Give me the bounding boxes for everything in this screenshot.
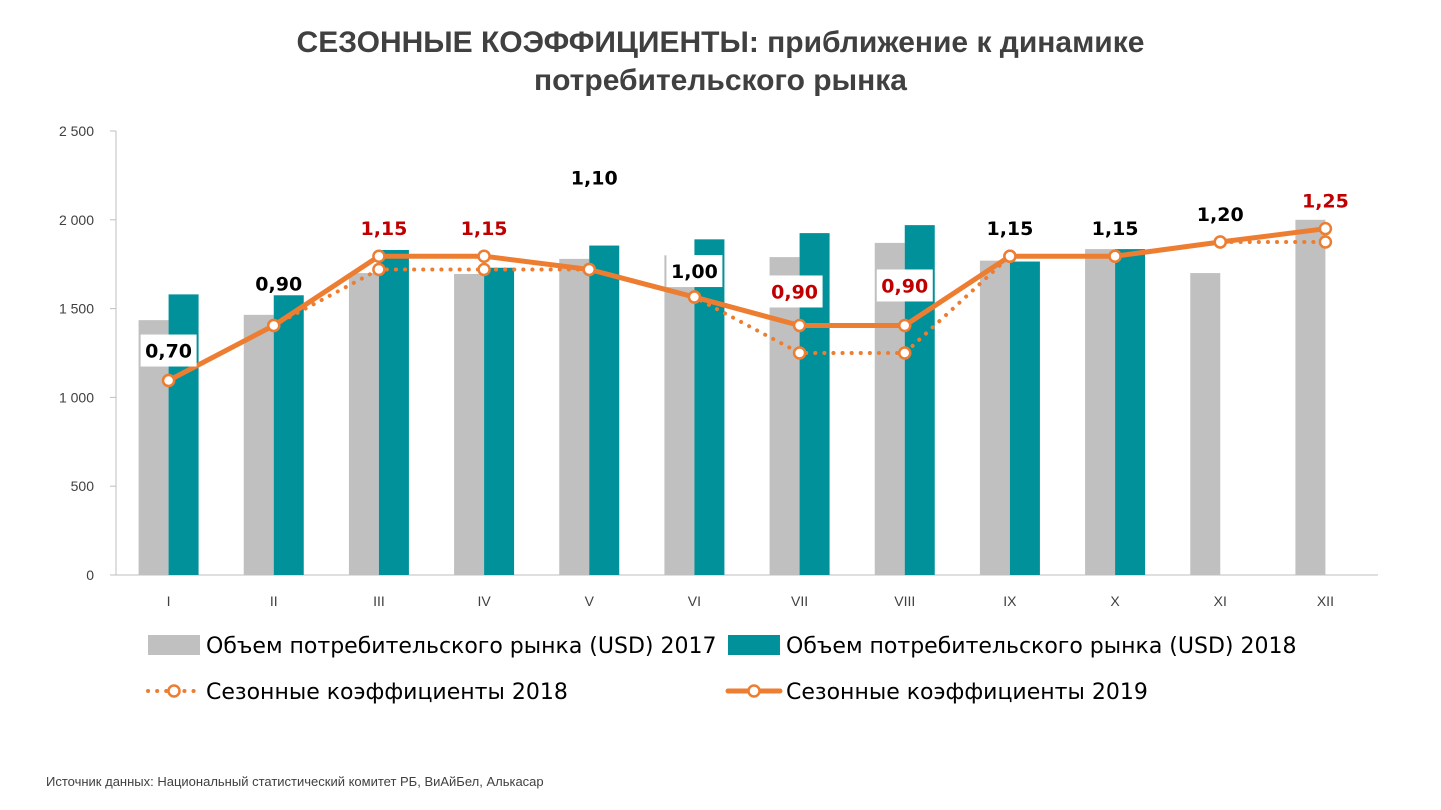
point-coef-2019 (582, 262, 596, 277)
chart-title-line-1: СЕЗОННЫЕ КОЭФФИЦИЕНТЫ: приближение к дин… (296, 26, 1145, 59)
data-label-box (666, 255, 723, 288)
point-coef-2019 (161, 373, 176, 388)
data-label: 1,25 (1302, 191, 1349, 213)
legend-marker (747, 684, 761, 698)
x-tick-label: XII (1317, 593, 1334, 609)
bar-2017 (243, 314, 274, 575)
point-coef-2019 (477, 249, 491, 263)
y-tick-label: 0 (86, 567, 94, 583)
legend-label: Сезонные коэффициенты 2019 (786, 680, 1148, 705)
chart-title: СЕЗОННЫЕ КОЭФФИЦИЕНТЫ: приближение к дин… (0, 24, 1441, 100)
bar-2018 (484, 267, 515, 575)
point-coef-2019 (1213, 235, 1227, 249)
bar-2017 (1295, 219, 1326, 576)
point-coef-2019 (372, 249, 386, 263)
bar-2017 (454, 273, 485, 575)
x-tick-label: VI (688, 593, 701, 609)
legend-label: Сезонные коэффициенты 2018 (206, 680, 568, 705)
bar-2018 (589, 245, 620, 575)
data-label: 1,15 (461, 218, 508, 240)
legend-label: Объем потребительского рынка (USD) 2017 (206, 634, 716, 659)
y-tick-label: 2 000 (59, 212, 94, 228)
data-label: 1,15 (1092, 218, 1139, 240)
data-label: 1,00 (671, 261, 718, 283)
data-label: 0,90 (255, 273, 302, 295)
y-tick-label: 2 500 (59, 123, 94, 139)
bar-2018 (273, 295, 304, 575)
data-label-box (140, 334, 197, 367)
bar-2017 (979, 260, 1010, 575)
data-label-box (876, 269, 933, 302)
point-coef-2018 (898, 346, 912, 360)
point-coef-2018 (792, 346, 807, 360)
bar-2017 (348, 273, 379, 575)
point-coef-2018 (1318, 235, 1333, 249)
chart-lines (161, 221, 1333, 388)
data-label: 1,20 (1197, 204, 1244, 226)
y-tick-label: 500 (71, 478, 95, 494)
x-tick-label: XI (1214, 593, 1227, 609)
point-coef-2019 (898, 318, 912, 333)
data-label: 0,70 (145, 341, 192, 363)
bar-2017 (664, 255, 695, 575)
line-coef-2019 (166, 226, 1328, 383)
x-tick-label: I (167, 593, 171, 609)
legend-label: Объем потребительского рынка (USD) 2018 (786, 634, 1296, 659)
data-label: 1,15 (986, 218, 1033, 240)
x-tick-label: II (270, 593, 278, 609)
point-coef-2019 (267, 318, 281, 333)
point-coef-2019 (792, 318, 807, 333)
legend-marker (167, 684, 181, 698)
y-tick-label: 1 500 (59, 301, 94, 317)
bar-2018 (1009, 261, 1040, 575)
x-tick-label: VIII (894, 593, 915, 609)
data-label: 1,15 (360, 218, 407, 240)
bar-2017 (769, 257, 800, 575)
point-coef-2019 (687, 290, 702, 304)
data-label: 0,90 (881, 275, 928, 297)
chart-bars (138, 219, 1326, 576)
source-note: Источник данных: Национальный статистиче… (46, 774, 544, 789)
y-tick-label: 1 000 (59, 389, 94, 405)
bar-2017 (559, 258, 590, 575)
legend-swatch (148, 635, 200, 655)
legend-swatch (728, 635, 780, 655)
data-label: 1,10 (571, 168, 618, 190)
bar-2018 (378, 249, 409, 575)
chart-data-labels: 0,70 0,90 1,15 1,15 1,10 1,00 0,90 0,90 1,15 1,15… (140, 168, 1349, 367)
point-coef-2019 (1108, 249, 1122, 263)
bar-2017 (1085, 249, 1116, 575)
x-tick-label: X (1110, 593, 1120, 609)
data-label-box (766, 275, 823, 308)
x-tick-label: V (585, 593, 595, 609)
bar-2018 (1115, 249, 1146, 575)
point-coef-2018 (372, 262, 386, 277)
x-tick-label: IX (1003, 593, 1017, 609)
chart-title-line-2: потребительского рынка (533, 64, 907, 97)
x-tick-label: III (373, 593, 385, 609)
point-coef-2019 (1318, 221, 1333, 236)
point-coef-2019 (1003, 249, 1017, 263)
data-label: 0,90 (771, 281, 818, 303)
point-coef-2018 (477, 262, 491, 277)
chart-legend: Объем потребительского рынка (USD) 2017 О… (146, 634, 1296, 705)
x-tick-label: VII (791, 593, 808, 609)
bar-2017 (1190, 273, 1221, 575)
bar-2018 (694, 239, 725, 575)
x-tick-label: IV (477, 593, 491, 609)
